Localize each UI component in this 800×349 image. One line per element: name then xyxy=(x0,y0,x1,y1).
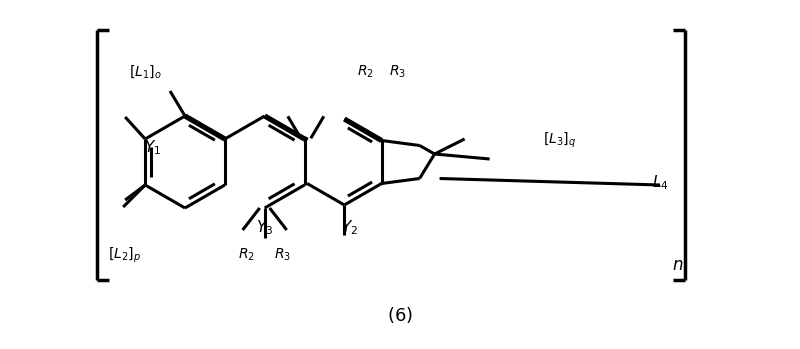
Text: $R_2$: $R_2$ xyxy=(238,247,255,263)
Text: $( 6 )$: $( 6 )$ xyxy=(387,305,413,325)
Text: $[L_1]_o$: $[L_1]_o$ xyxy=(129,64,162,80)
Text: $[L_3]_q$: $[L_3]_q$ xyxy=(543,130,577,150)
Text: $Y_3$: $Y_3$ xyxy=(256,219,274,237)
Text: $[L_2]_p$: $[L_2]_p$ xyxy=(109,245,142,265)
Text: $R_3$: $R_3$ xyxy=(274,247,291,263)
Text: $Y_1$: $Y_1$ xyxy=(145,139,162,157)
Text: $R_2$: $R_2$ xyxy=(357,64,374,80)
Text: $L_4$: $L_4$ xyxy=(652,174,668,192)
Text: $Y_2$: $Y_2$ xyxy=(341,219,358,237)
Text: $R_3$: $R_3$ xyxy=(390,64,406,80)
Text: $n$: $n$ xyxy=(672,256,684,274)
